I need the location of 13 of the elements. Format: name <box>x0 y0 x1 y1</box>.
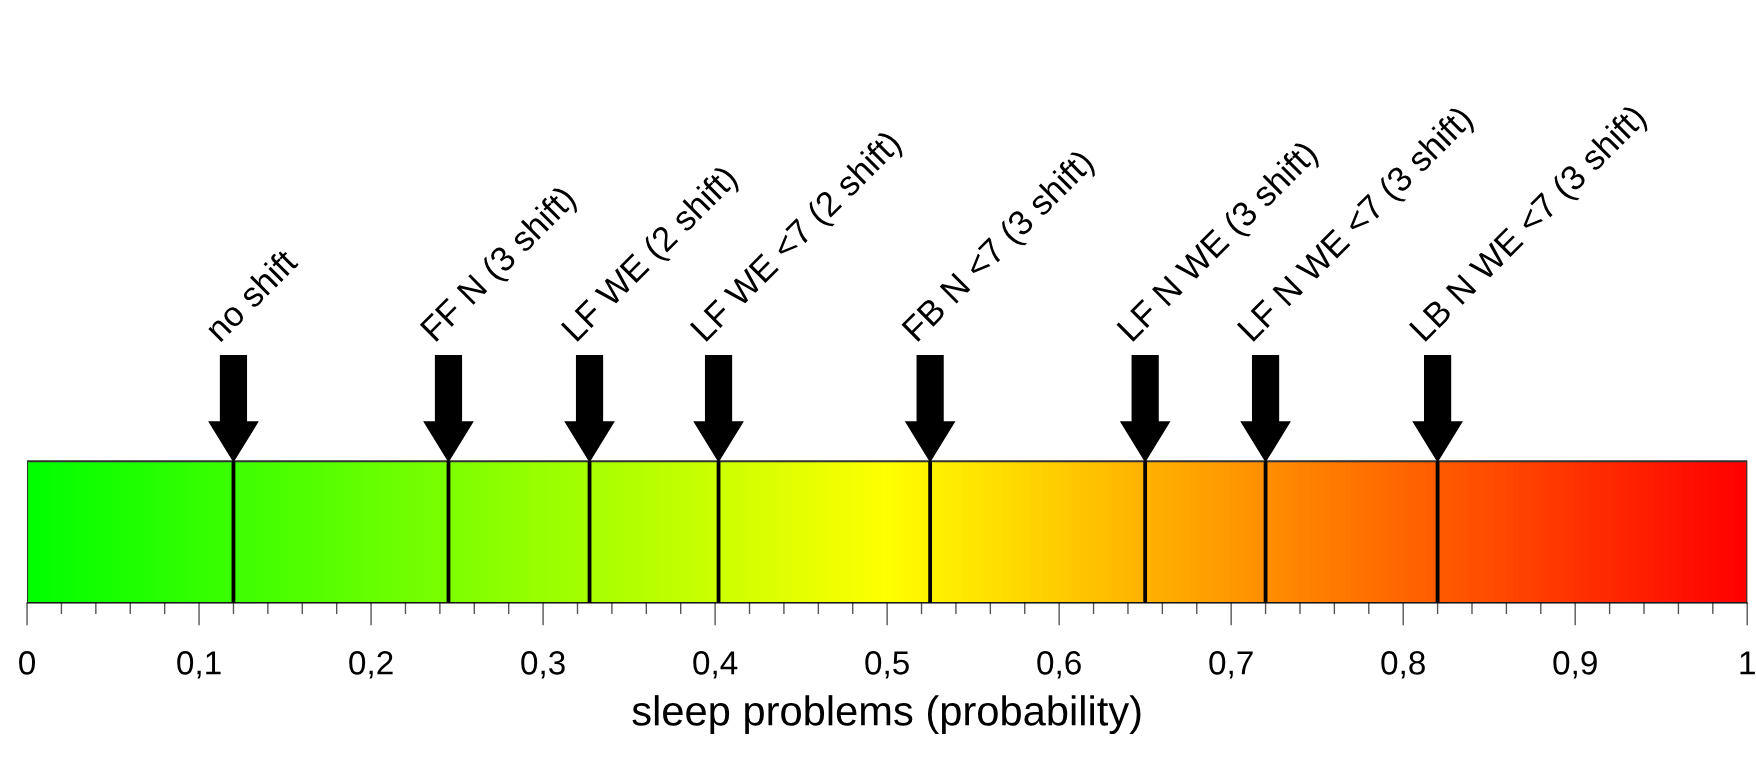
x-tick-label: 1 <box>1740 651 1755 675</box>
x-tick-label: 0,8 <box>1381 651 1425 679</box>
x-axis-title: sleep problems (probability) <box>632 695 1141 734</box>
x-tick-label: 0,7 <box>1209 651 1253 679</box>
text: no shift <box>203 246 299 343</box>
x-tick-label: 0 <box>19 651 36 675</box>
x-tick-label: 0,2 <box>349 651 393 679</box>
x-tick-label: 0,3 <box>521 651 565 679</box>
x-tick-label: 0,4 <box>693 651 738 679</box>
x-tick-label: 0,6 <box>1037 651 1081 679</box>
x-tick-label: 0,9 <box>1553 651 1597 679</box>
x-tick-label: 0,1 <box>177 651 221 679</box>
x-tick-label: 0,5 <box>865 651 909 679</box>
